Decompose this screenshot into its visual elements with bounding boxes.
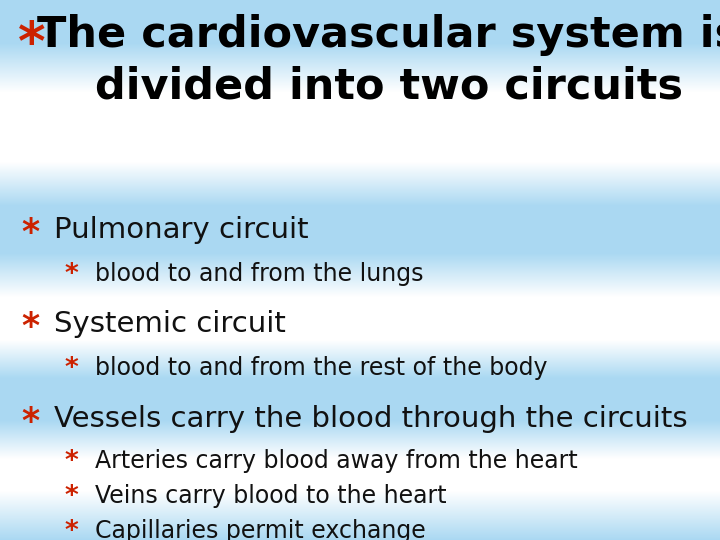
Text: Systemic circuit: Systemic circuit bbox=[54, 310, 286, 339]
Text: *: * bbox=[18, 19, 45, 71]
Text: blood to and from the lungs: blood to and from the lungs bbox=[95, 262, 423, 286]
Text: *: * bbox=[65, 356, 78, 382]
Text: *: * bbox=[22, 216, 40, 250]
Text: Vessels carry the blood through the circuits: Vessels carry the blood through the circ… bbox=[54, 405, 688, 433]
Text: Arteries carry blood away from the heart: Arteries carry blood away from the heart bbox=[95, 449, 577, 473]
Text: Capillaries permit exchange: Capillaries permit exchange bbox=[95, 519, 426, 540]
Text: *: * bbox=[22, 310, 40, 345]
Text: *: * bbox=[22, 405, 40, 439]
Text: *: * bbox=[65, 519, 78, 540]
Text: *: * bbox=[65, 484, 78, 510]
Text: Veins carry blood to the heart: Veins carry blood to the heart bbox=[95, 484, 446, 508]
Text: Pulmonary circuit: Pulmonary circuit bbox=[54, 216, 309, 244]
Text: *: * bbox=[65, 449, 78, 475]
Text: The cardiovascular system is
divided into two circuits: The cardiovascular system is divided int… bbox=[37, 14, 720, 107]
Text: *: * bbox=[65, 262, 78, 288]
Text: blood to and from the rest of the body: blood to and from the rest of the body bbox=[95, 356, 547, 380]
